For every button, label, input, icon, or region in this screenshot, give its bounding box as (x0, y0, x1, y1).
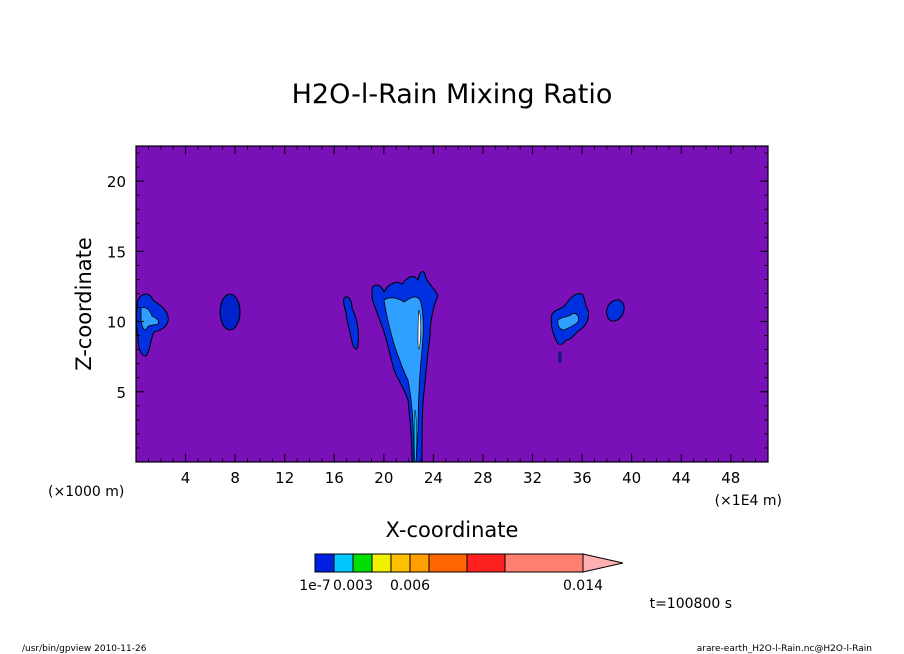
x-tick-label: 16 (325, 469, 344, 487)
colorbar-swatch (466, 553, 506, 573)
x-axis: 4 8 12 16 20 24 28 32 36 40 44 48 (181, 146, 740, 487)
time-label: t=100800 s (650, 596, 732, 612)
x-tick-label: 24 (424, 469, 443, 487)
colorbar (314, 553, 624, 573)
y-tick-label: 15 (107, 243, 126, 261)
x-tick-label: 12 (275, 469, 294, 487)
x-tick-label: 44 (672, 469, 691, 487)
rain-blob-39 (606, 299, 625, 322)
plot-background (136, 146, 768, 462)
x-unit-left: (×1000 m) (48, 484, 124, 500)
x-tick-label: 8 (230, 469, 240, 487)
x-tick-label: 36 (573, 469, 592, 487)
rain-blob-west (136, 293, 169, 357)
rain-blob-17 (343, 296, 359, 350)
rain-column-22 (371, 271, 439, 463)
y-tick-label: 5 (116, 384, 126, 402)
chart-title: H2O-l-Rain Mixing Ratio (292, 79, 613, 110)
rain-blob-8 (219, 293, 241, 331)
x-tick-label: 28 (473, 469, 492, 487)
colorbar-swatch (314, 553, 335, 573)
minor-ticks (136, 146, 768, 462)
y-axis-label: Z-coordinate (72, 237, 96, 371)
rain-contours (136, 271, 625, 463)
x-unit-right: (×1E4 m) (715, 493, 782, 509)
colorbar-swatch (504, 553, 584, 573)
colorbar-label: 0.014 (563, 578, 603, 594)
colorbar-swatch (428, 553, 468, 573)
x-tick-label: 20 (374, 469, 393, 487)
plot-frame (135, 145, 769, 463)
colorbar-extension (582, 553, 624, 573)
colorbar-label: 0.006 (390, 578, 430, 594)
y-tick-label: 20 (107, 173, 126, 191)
colorbar-swatch (333, 553, 354, 573)
colorbar-label: 0.003 (333, 578, 373, 594)
colorbar-swatch (371, 553, 392, 573)
x-tick-label: 4 (181, 469, 191, 487)
footer-source: arare-earth_H2O-l-Rain.nc@H2O-l-Rain (697, 644, 872, 654)
colorbar-label: 1e-7 (299, 578, 330, 594)
y-tick-label: 10 (107, 314, 126, 332)
x-tick-label: 32 (523, 469, 542, 487)
colorbar-swatch (390, 553, 411, 573)
x-tick-label: 48 (721, 469, 740, 487)
colorbar-swatch (409, 553, 430, 573)
footer-program: /usr/bin/gpview 2010-11-26 (22, 644, 147, 654)
x-axis-label: X-coordinate (386, 518, 519, 542)
x-tick-label: 40 (622, 469, 641, 487)
y-axis: 5 10 15 20 (107, 173, 768, 402)
colorbar-swatch (352, 553, 373, 573)
rain-blob-35 (550, 293, 589, 363)
colorbar-labels: 1e-7 0.003 0.006 0.014 (299, 578, 603, 594)
